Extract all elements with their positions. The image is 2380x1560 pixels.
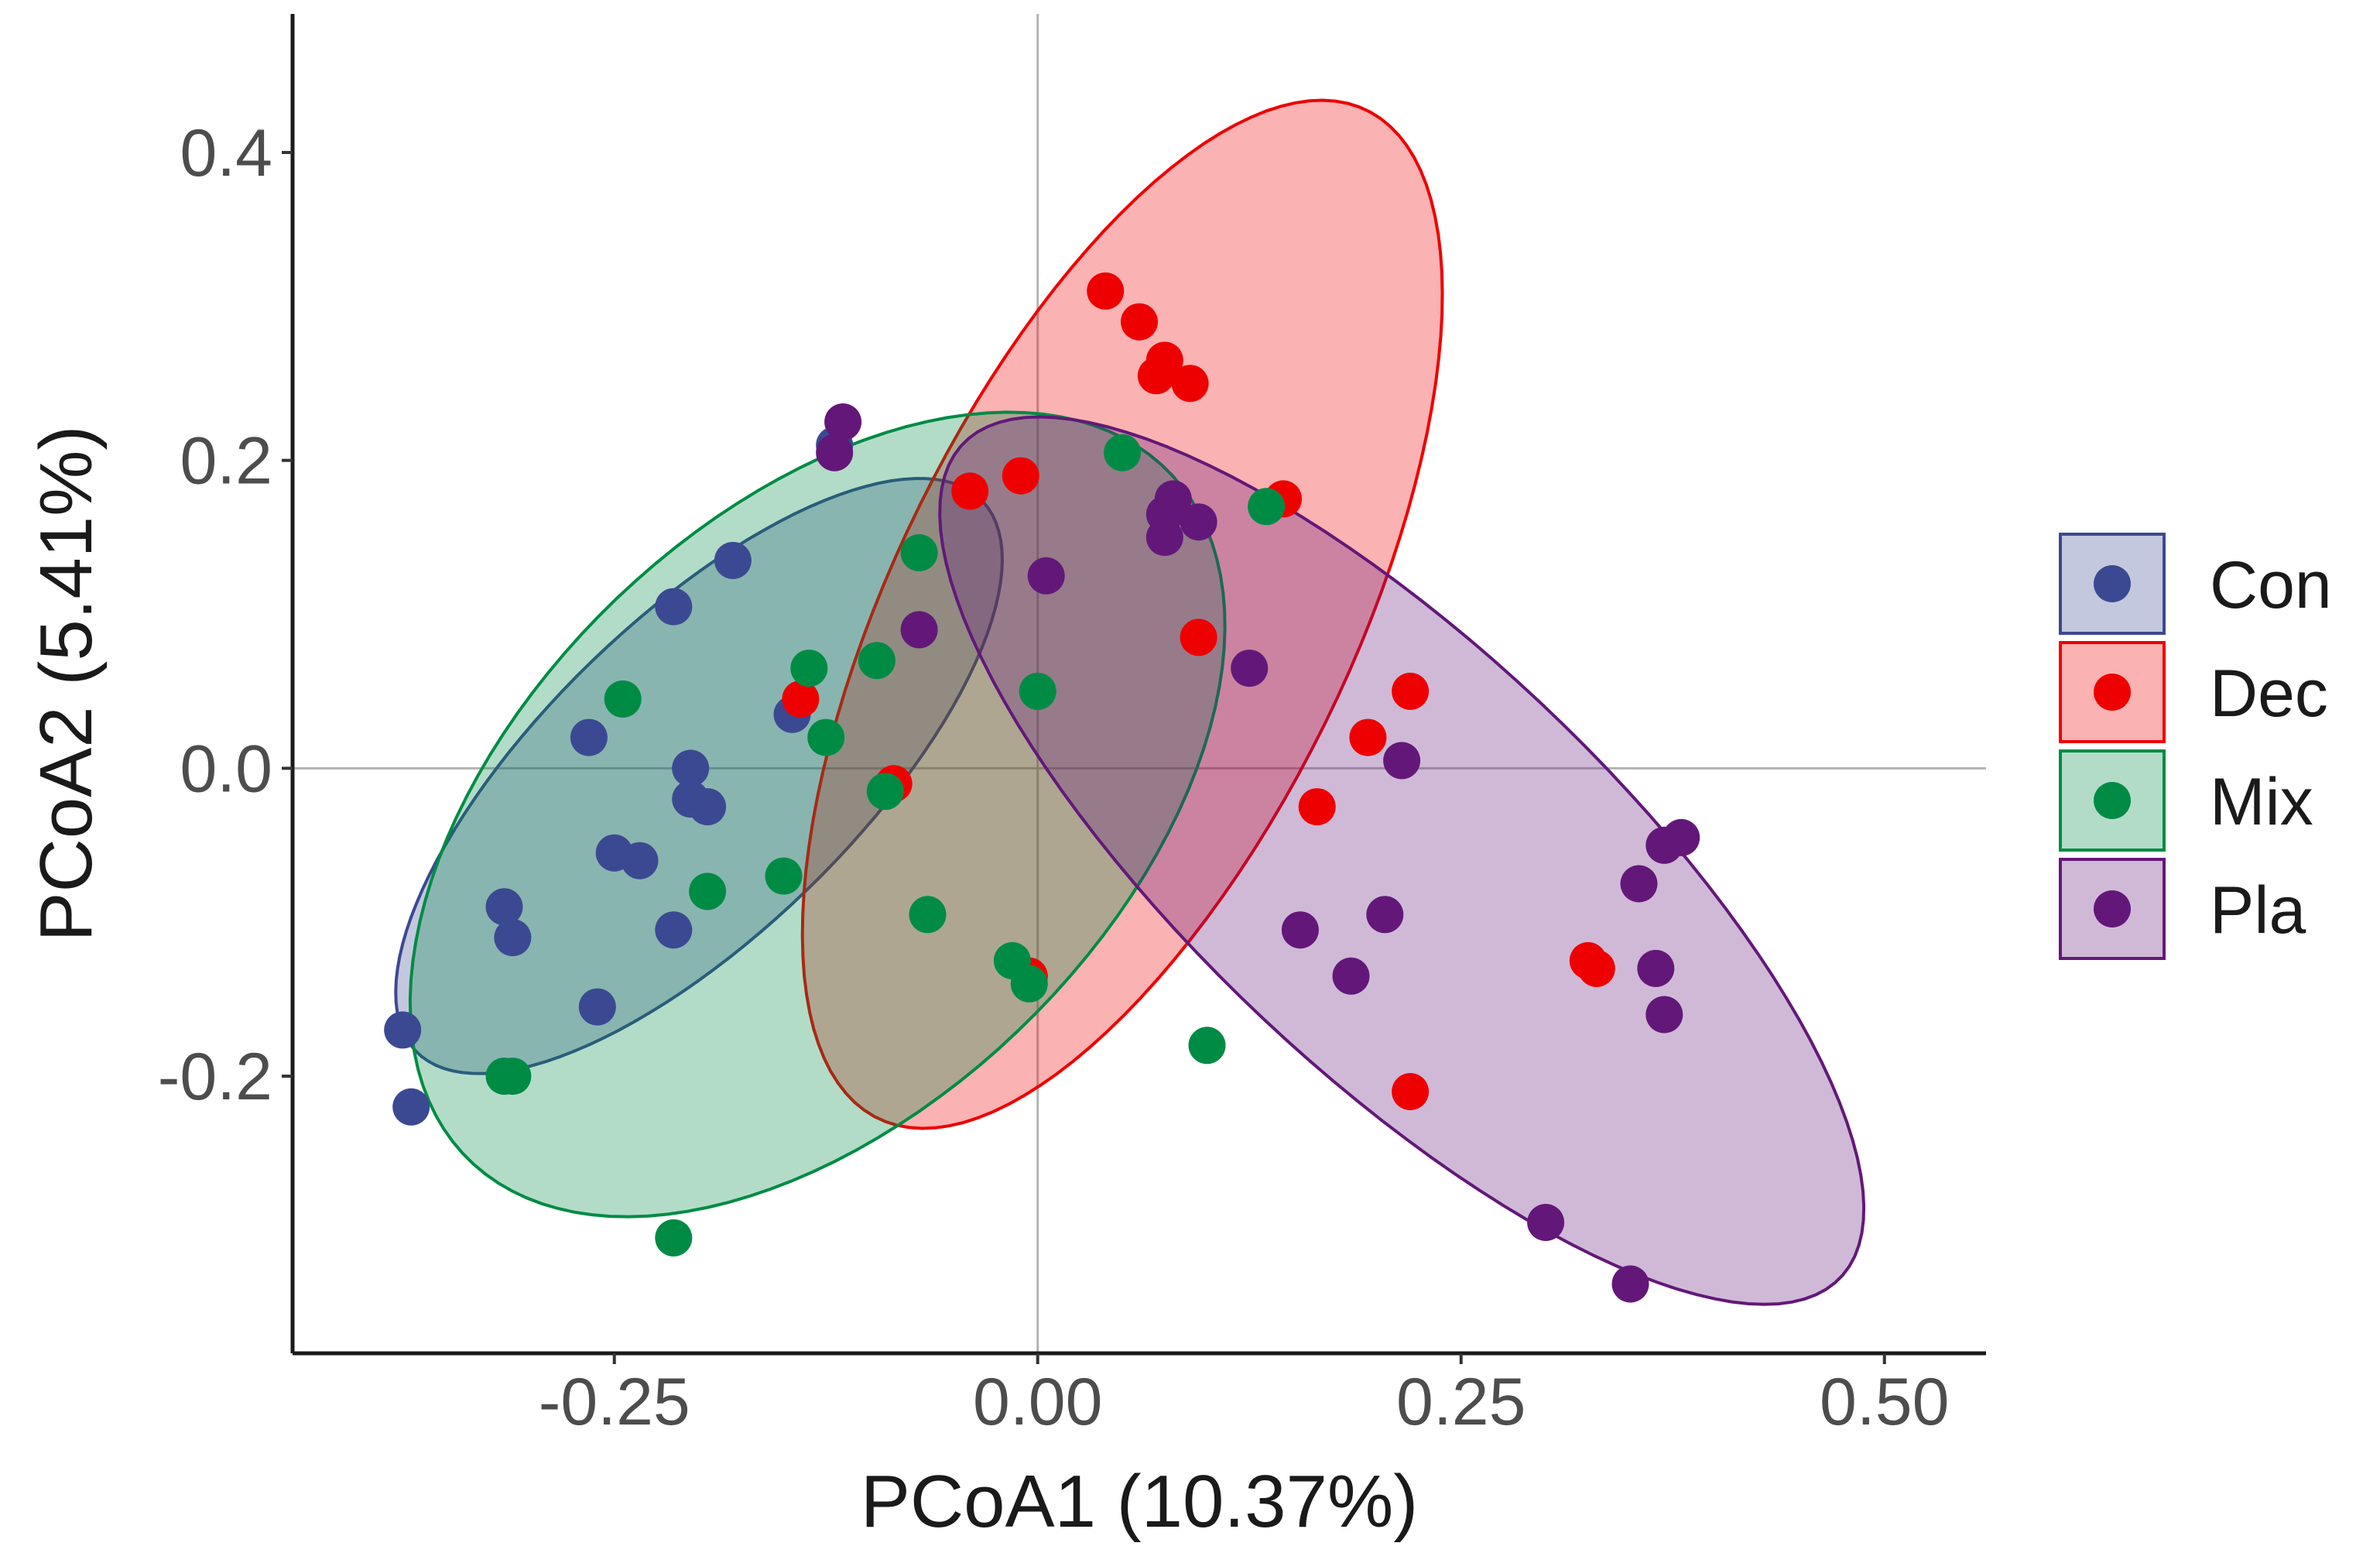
- x-tick-label: 0.50: [1820, 1365, 1949, 1439]
- point-con: [621, 842, 659, 879]
- x-axis-ticks: -0.25 0.00 0.25 0.50: [539, 1353, 1949, 1439]
- point-pla: [1527, 1204, 1565, 1241]
- point-pla: [816, 434, 854, 471]
- y-tick-label: 0.0: [180, 732, 272, 806]
- point-mix: [765, 857, 803, 895]
- point-pla: [1231, 650, 1269, 687]
- point-con: [494, 919, 532, 957]
- ellipse-mix: [408, 410, 1227, 1219]
- point-mix: [909, 896, 947, 934]
- point-con: [392, 1088, 430, 1126]
- point-mix: [494, 1058, 532, 1095]
- point-con: [570, 718, 608, 756]
- point-pla: [1663, 818, 1700, 856]
- point-pla: [1620, 865, 1658, 903]
- point-mix: [866, 773, 904, 811]
- ellipse-pla: [938, 415, 1866, 1306]
- legend-marker-con: [2094, 565, 2131, 602]
- point-mix: [689, 873, 727, 910]
- data-points: [384, 272, 1700, 1303]
- point-con: [384, 1011, 422, 1049]
- point-dec: [1298, 788, 1336, 826]
- x-axis-title: PCoA1 (10.37%): [861, 1460, 1418, 1543]
- y-tick-label: 0.2: [180, 424, 272, 499]
- point-con: [672, 749, 710, 787]
- x-tick-label: 0.00: [973, 1365, 1102, 1439]
- point-dec: [782, 680, 820, 718]
- y-tick-label: -0.2: [158, 1040, 272, 1114]
- point-con: [714, 541, 752, 579]
- legend-label-pla: Pla: [2210, 873, 2306, 948]
- point-mix: [655, 1219, 693, 1257]
- legend-label-con: Con: [2210, 548, 2332, 622]
- x-tick-label: -0.25: [539, 1365, 690, 1439]
- point-pla: [1027, 557, 1065, 595]
- point-dec: [1087, 272, 1125, 310]
- point-pla: [1180, 503, 1217, 541]
- point-con: [655, 911, 693, 949]
- point-mix: [790, 650, 828, 687]
- point-pla: [1145, 519, 1183, 557]
- point-pla: [1645, 996, 1683, 1034]
- point-mix: [900, 534, 938, 571]
- point-mix: [1010, 965, 1048, 1003]
- point-pla: [1611, 1265, 1649, 1303]
- point-con: [655, 588, 693, 626]
- point-mix: [1248, 488, 1286, 526]
- point-dec: [1392, 1073, 1430, 1110]
- point-mix: [1104, 434, 1142, 471]
- point-con: [485, 888, 523, 926]
- point-dec: [1180, 619, 1217, 657]
- y-axis-title: PCoA2 (5.41%): [25, 426, 108, 942]
- ellipse-dec: [800, 98, 1444, 1130]
- point-dec: [1392, 672, 1430, 710]
- point-mix: [1188, 1027, 1226, 1065]
- point-pla: [1332, 957, 1370, 995]
- point-dec: [1577, 949, 1615, 987]
- legend-marker-dec: [2094, 674, 2131, 711]
- point-dec: [1002, 457, 1039, 495]
- point-pla: [1366, 896, 1404, 934]
- legend: Con Dec Mix Pla: [2059, 533, 2332, 960]
- point-pla: [900, 611, 938, 649]
- point-pla: [824, 403, 862, 441]
- point-pla: [1281, 911, 1319, 949]
- point-dec: [1121, 303, 1158, 341]
- point-pla: [1383, 742, 1421, 780]
- axes: [290, 14, 1986, 1356]
- x-tick-label: 0.25: [1396, 1365, 1526, 1439]
- legend-marker-pla: [2094, 890, 2131, 927]
- legend-label-dec: Dec: [2210, 657, 2328, 731]
- point-dec: [1349, 718, 1387, 756]
- y-tick-label: 0.4: [180, 116, 272, 190]
- point-con: [689, 788, 727, 826]
- point-mix: [858, 642, 895, 680]
- point-pla: [1637, 949, 1675, 987]
- legend-label-mix: Mix: [2210, 765, 2313, 839]
- point-dec: [1137, 357, 1175, 395]
- point-mix: [1019, 672, 1056, 710]
- point-con: [578, 988, 616, 1026]
- legend-marker-mix: [2094, 782, 2131, 819]
- point-mix: [604, 680, 642, 718]
- point-dec: [1171, 365, 1209, 403]
- y-axis-ticks: -0.2 0.0 0.2 0.4: [158, 116, 293, 1114]
- point-dec: [951, 472, 989, 510]
- point-mix: [807, 718, 845, 756]
